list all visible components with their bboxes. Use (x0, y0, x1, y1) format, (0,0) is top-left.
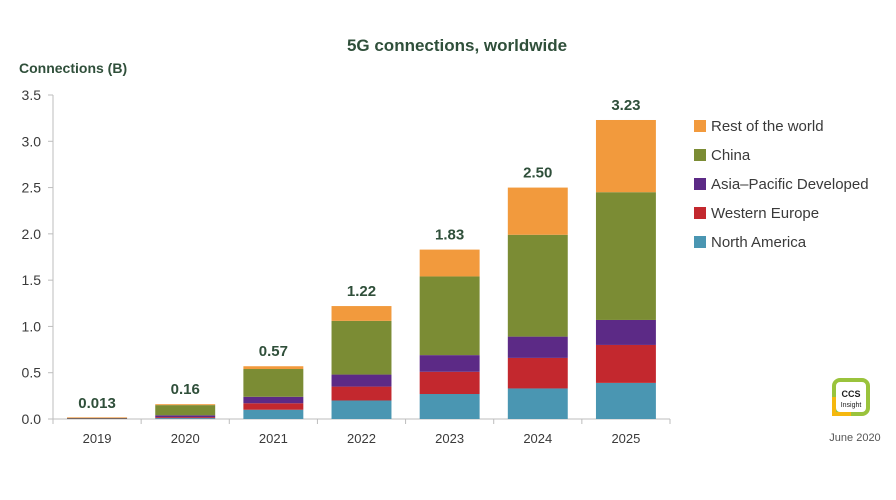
bar-segment-rest-of-the-world-2025 (595, 119, 656, 193)
bar-segment-china-2020 (155, 405, 216, 416)
total-label-2020: 0.16 (171, 381, 200, 398)
legend-label: Rest of the world (711, 118, 824, 135)
bar-segment-asia-pacific-developed-2023 (419, 355, 480, 372)
ccs-insight-logo: CCS Insight (832, 378, 870, 417)
total-label-2022: 1.22 (347, 283, 376, 300)
total-label-2025: 3.23 (611, 97, 640, 114)
bar-segment-western-europe-2023 (419, 371, 480, 395)
bar-segment-asia-pacific-developed-2025 (595, 319, 656, 345)
total-label-2019: 0.013 (78, 395, 116, 412)
bar-segment-north-america-2021 (243, 409, 304, 419)
x-tick-label: 2022 (347, 431, 376, 446)
bar-segment-china-2025 (595, 192, 656, 320)
bar-segment-north-america-2020 (155, 418, 216, 419)
bar-segment-north-america-2022 (331, 400, 392, 419)
x-tick-label: 2019 (83, 431, 112, 446)
y-tick-label: 2.5 (22, 180, 42, 196)
y-tick-label: 1.5 (22, 272, 42, 288)
date-label: June 2020 (829, 432, 880, 444)
logo-text-ccs: CCS (841, 389, 860, 399)
x-axis: 2019 2020 2021 2022 2023 2024 2025 (52, 418, 671, 446)
x-tick-label: 2024 (523, 431, 552, 446)
bar-segment-north-america-2025 (595, 382, 656, 419)
y-tick-label: 1.0 (22, 318, 42, 334)
bar-segment-china-2024 (507, 234, 568, 337)
legend-swatch (694, 149, 706, 161)
bar-segment-north-america-2023 (419, 394, 480, 419)
legend: Rest of the world China Asia–Pacific Devel… (694, 118, 869, 251)
bar-segment-asia-pacific-developed-2022 (331, 374, 392, 387)
y-tick-label: 0.5 (22, 365, 42, 381)
bar-segment-rest-of-the-world-2024 (507, 187, 568, 235)
y-tick-label: 3.5 (22, 87, 42, 103)
chart-title: 5G connections, worldwide (347, 36, 567, 55)
bar-segment-rest-of-the-world-2022 (331, 306, 392, 321)
bar-segment-rest-of-the-world-2021 (243, 366, 304, 370)
total-label-2021: 0.57 (259, 343, 288, 360)
bar-segment-china-2022 (331, 320, 392, 375)
legend-swatch (694, 178, 706, 190)
bar-segment-western-europe-2021 (243, 403, 304, 410)
legend-swatch (694, 236, 706, 248)
logo-frame-yellow (832, 397, 851, 417)
bar-segment-asia-pacific-developed-2020 (155, 415, 216, 418)
x-tick-label: 2020 (171, 431, 200, 446)
legend-label: Asia–Pacific Developed (711, 176, 869, 193)
bar-segment-north-america-2024 (507, 388, 568, 419)
logo-text-insight: Insight (841, 402, 862, 409)
bar-segment-rest-of-the-world-2019 (67, 417, 128, 418)
legend-label: China (711, 147, 751, 164)
total-labels: 0.013 0.16 0.57 1.22 1.83 2.50 3.23 (78, 97, 640, 412)
bar-segment-western-europe-2024 (507, 357, 568, 389)
bar-segment-china-2023 (419, 276, 480, 356)
bar-segment-rest-of-the-world-2020 (155, 404, 216, 406)
bar-segment-asia-pacific-developed-2021 (243, 396, 304, 404)
legend-swatch (694, 207, 706, 219)
legend-label: Western Europe (711, 205, 819, 222)
x-tick-label: 2021 (259, 431, 288, 446)
legend-label: North America (711, 234, 807, 251)
y-axis: 0.0 0.5 1.0 1.5 2.0 2.5 3.0 3.5 (22, 87, 54, 427)
total-label-2024: 2.50 (523, 165, 552, 182)
legend-swatch (694, 120, 706, 132)
bar-segment-western-europe-2025 (595, 344, 656, 383)
y-tick-label: 0.0 (22, 411, 42, 427)
bars (67, 119, 656, 419)
bar-segment-western-europe-2022 (331, 386, 392, 401)
x-tick-label: 2025 (611, 431, 640, 446)
total-label-2023: 1.83 (435, 227, 464, 244)
y-tick-label: 2.0 (22, 226, 42, 242)
bar-segment-western-europe-2020 (155, 417, 216, 419)
bar-segment-asia-pacific-developed-2024 (507, 336, 568, 358)
y-tick-label: 3.0 (22, 133, 42, 149)
y-axis-label: Connections (B) (19, 60, 127, 76)
bar-segment-china-2019 (67, 417, 128, 419)
bar-segment-china-2021 (243, 369, 304, 397)
bar-segment-rest-of-the-world-2023 (419, 249, 480, 277)
x-tick-label: 2023 (435, 431, 464, 446)
